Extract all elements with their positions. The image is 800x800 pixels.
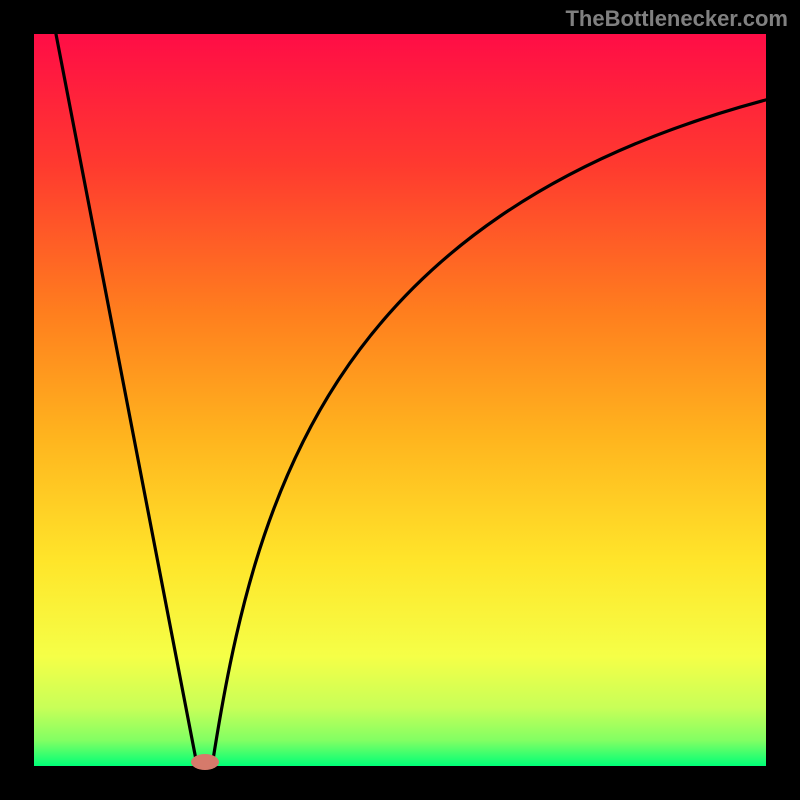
watermark-text: TheBottlenecker.com xyxy=(565,6,788,32)
chart-container: TheBottlenecker.com xyxy=(0,0,800,800)
curve-overlay xyxy=(34,34,766,766)
plot-area xyxy=(34,34,766,766)
minimum-marker xyxy=(191,754,219,770)
